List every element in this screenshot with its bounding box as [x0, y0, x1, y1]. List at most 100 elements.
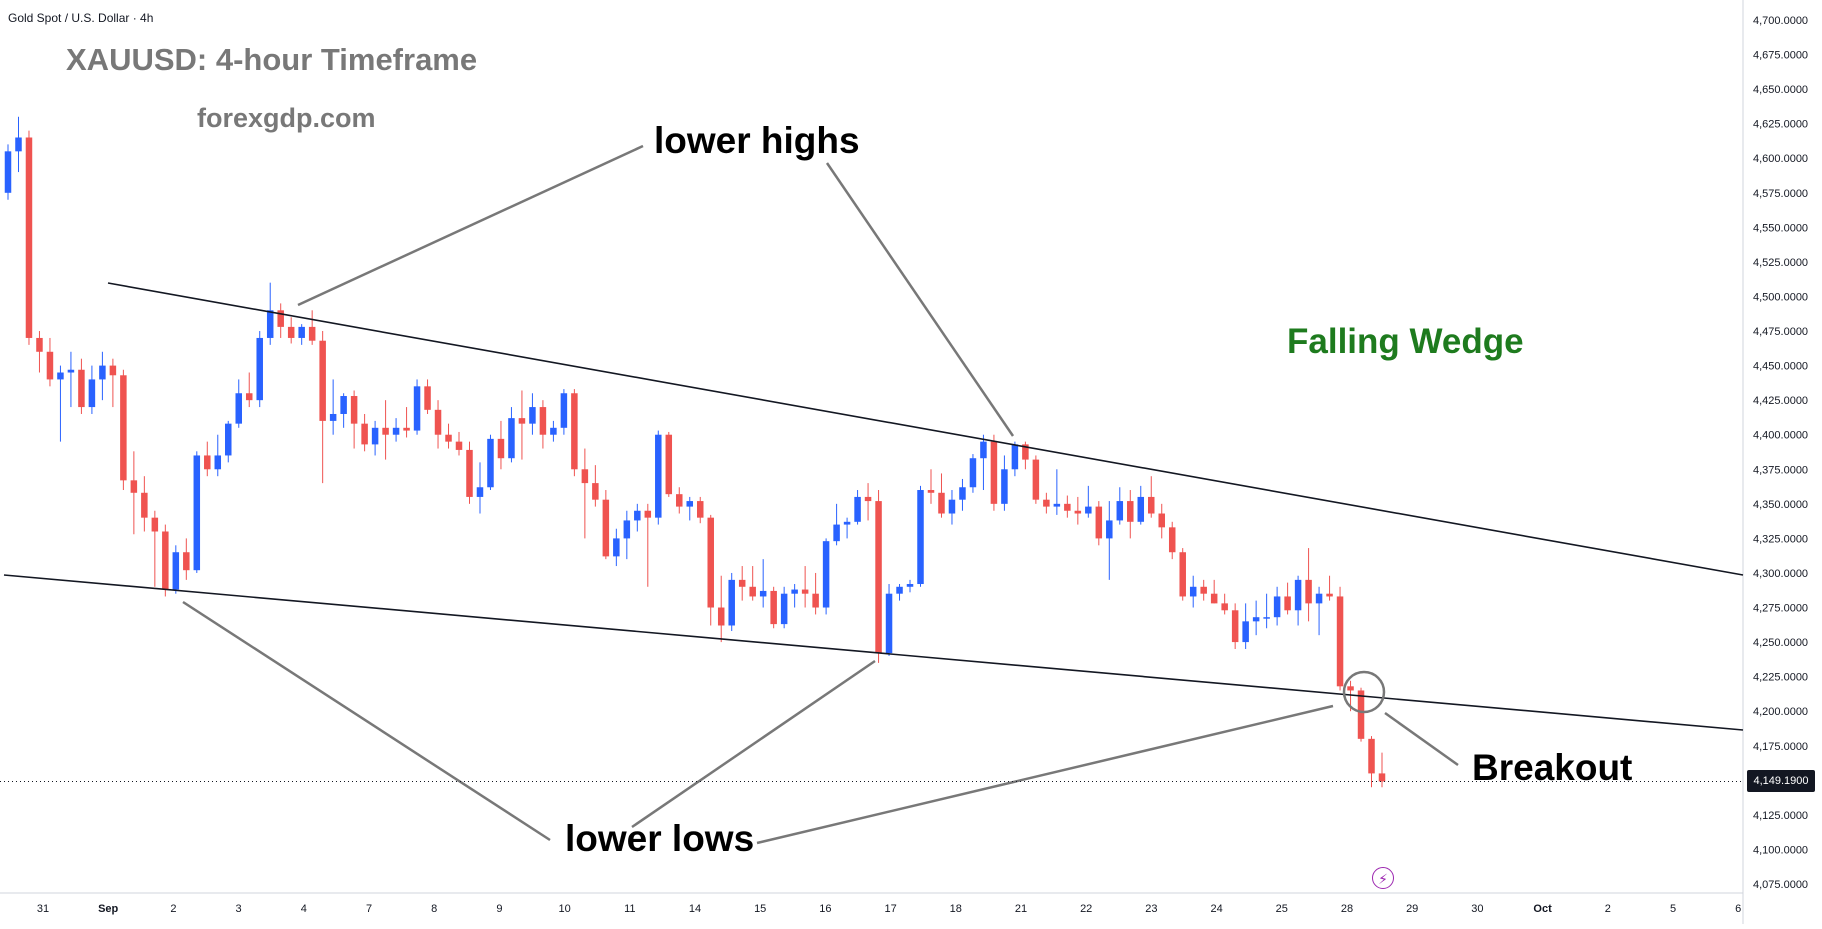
candle-body — [340, 396, 347, 414]
time-tick-label: 4 — [301, 903, 307, 915]
candle-body — [539, 407, 547, 435]
price-tick-label: 4,625.0000 — [1753, 119, 1808, 131]
candle-body — [1053, 503, 1061, 507]
price-tick-label: 4,075.0000 — [1753, 879, 1808, 891]
candle-body — [1263, 617, 1270, 619]
candle-body — [801, 589, 809, 594]
time-tick-label: 9 — [496, 903, 502, 915]
price-tick-label: 4,475.0000 — [1753, 326, 1808, 338]
candle-body — [1231, 610, 1239, 643]
candle-body — [749, 586, 756, 597]
candle-body — [162, 531, 169, 590]
candle-body — [455, 441, 463, 450]
time-tick-label: Oct — [1533, 903, 1552, 915]
candle-body — [371, 427, 379, 445]
price-tick-label: 4,275.0000 — [1753, 603, 1808, 615]
time-tick-label: 21 — [1015, 903, 1027, 915]
candle-body — [948, 499, 956, 514]
candle-body — [109, 365, 117, 376]
candle-body — [1221, 603, 1228, 611]
price-tick-label: 4,550.0000 — [1753, 222, 1808, 234]
candle-body — [487, 438, 494, 488]
candle-body — [46, 351, 54, 380]
candle-body — [1106, 520, 1113, 539]
lightning-icon[interactable]: ⚡ — [1372, 867, 1394, 889]
price-tick-label: 4,175.0000 — [1753, 741, 1808, 753]
breakout-circle — [1342, 670, 1386, 714]
candle-body — [1284, 596, 1291, 611]
lower-highs-pointer-left — [297, 144, 644, 307]
price-tick-label: 4,225.0000 — [1753, 672, 1808, 684]
candlestick-series — [4, 116, 1386, 788]
candle-body — [1347, 686, 1354, 691]
candle-body — [791, 589, 798, 594]
candle-body — [655, 434, 662, 518]
time-tick-label: 11 — [624, 903, 635, 915]
candle-body — [25, 137, 33, 338]
candle-body — [938, 492, 945, 514]
candle-body — [917, 490, 924, 585]
time-tick-label: 28 — [1341, 903, 1353, 915]
candle-body — [1210, 593, 1218, 604]
time-tick-label: 29 — [1406, 903, 1418, 915]
candle-body — [969, 458, 977, 488]
candle-body — [319, 340, 326, 421]
lower-lows-pointer-1 — [182, 600, 551, 842]
price-tick-label: 4,675.0000 — [1753, 50, 1808, 62]
price-tick-label: 4,250.0000 — [1753, 637, 1808, 649]
candle-body — [1148, 496, 1155, 514]
candle-body — [350, 396, 358, 424]
candle-body — [518, 418, 526, 424]
candle-body — [497, 438, 505, 459]
candle-body — [424, 386, 431, 410]
upper-trendline — [107, 282, 1744, 576]
candle-body — [413, 386, 421, 431]
candle-body — [1127, 501, 1134, 522]
candle-body — [434, 409, 442, 435]
candle-body — [204, 455, 211, 470]
candle-body — [287, 326, 295, 338]
price-tick-label: 4,450.0000 — [1753, 361, 1808, 373]
candle-body — [1001, 469, 1008, 504]
candle-body — [959, 487, 966, 500]
price-tick-label: 4,325.0000 — [1753, 533, 1808, 545]
candle-body — [67, 369, 75, 373]
candle-body — [980, 441, 987, 459]
candle-body — [896, 586, 903, 594]
candle-body — [466, 449, 473, 497]
price-tick-label: 4,500.0000 — [1753, 291, 1808, 303]
candle-body — [1273, 596, 1281, 618]
symbol-label[interactable]: Gold Spot / U.S. Dollar · 4h — [8, 11, 154, 25]
time-tick-label: 5 — [1670, 903, 1676, 915]
candle-body — [130, 480, 138, 493]
candle-body — [623, 520, 631, 539]
time-tick-label: 7 — [366, 903, 372, 915]
candle-body — [1336, 596, 1344, 687]
candle-body — [120, 375, 127, 481]
candle-body — [759, 590, 767, 597]
candle-body — [1242, 621, 1249, 643]
candle-body — [707, 517, 714, 608]
candle-body — [1357, 690, 1365, 739]
candle-body — [592, 483, 599, 500]
candle-body — [1095, 506, 1103, 539]
candle-body — [822, 541, 830, 608]
candle-body — [1011, 444, 1019, 470]
candle-body — [15, 137, 22, 152]
price-tick-label: 4,600.0000 — [1753, 153, 1808, 165]
candle-body — [235, 393, 242, 424]
candle-body — [78, 369, 85, 408]
candle-body — [57, 372, 64, 380]
price-tick-label: 4,400.0000 — [1753, 430, 1808, 442]
candle-body — [864, 496, 872, 502]
candle-body — [529, 407, 536, 424]
candle-body — [214, 455, 222, 470]
candle-body — [392, 427, 400, 435]
candle-body — [696, 501, 704, 518]
candle-body — [1315, 593, 1323, 604]
candle-body — [738, 579, 746, 587]
candle-body — [382, 427, 389, 435]
current-price-tag: 4,149.1900 — [1747, 770, 1815, 792]
